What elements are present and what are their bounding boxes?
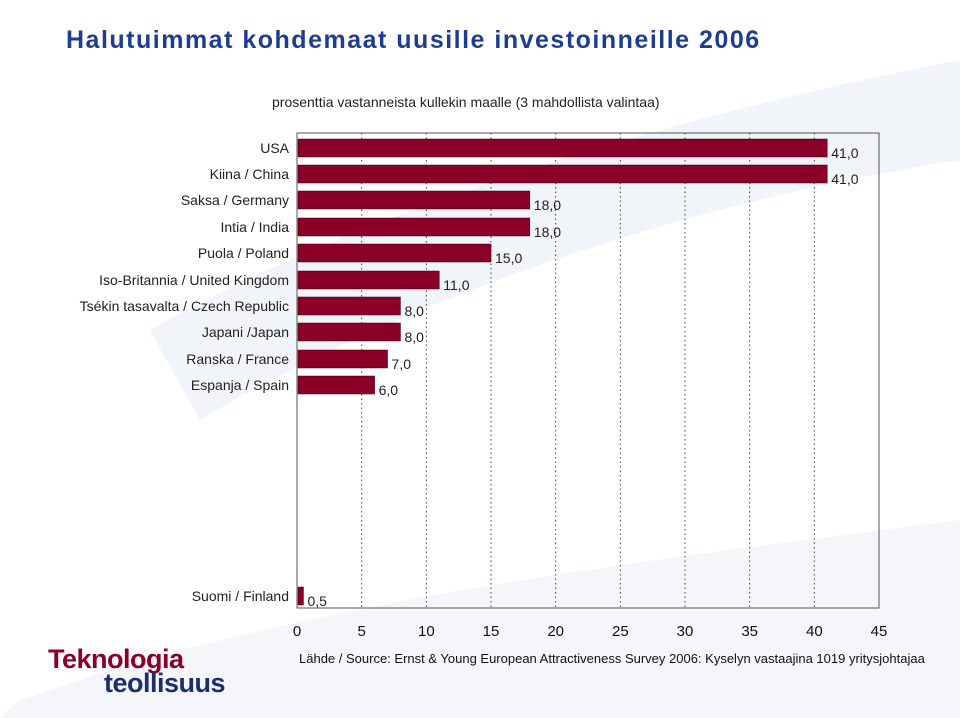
value-label: 8,0	[404, 329, 424, 345]
plot-frame	[296, 132, 880, 609]
value-label: 11,0	[443, 277, 469, 293]
category-label: Ranska / France	[186, 351, 289, 367]
category-label: Kiina / China	[210, 166, 290, 182]
category-label: Intia / India	[221, 219, 290, 235]
bar	[297, 375, 375, 395]
bar	[297, 190, 531, 210]
bar	[297, 138, 828, 158]
category-label: Saksa / Germany	[181, 192, 289, 208]
x-tick-label: 20	[547, 623, 564, 640]
bar	[297, 164, 828, 184]
teknologiateollisuus-logo: Teknologia teollisuus	[48, 644, 278, 698]
value-label: 7,0	[392, 356, 412, 372]
x-tick-label: 5	[357, 623, 365, 640]
category-label: Suomi / Finland	[192, 588, 289, 604]
x-tick-label: 0	[293, 623, 301, 640]
category-label: Japani /Japan	[202, 324, 289, 340]
x-tick-label: 15	[483, 623, 500, 640]
bar	[297, 349, 388, 369]
bar	[297, 296, 401, 316]
logo-text-line1: Teknologia	[48, 644, 184, 674]
value-label: 8,0	[404, 303, 424, 319]
x-tick-label: 40	[806, 623, 823, 640]
value-label: 41,0	[831, 171, 858, 187]
chart-title: Halutuimmat kohdemaat uusille investoinn…	[66, 26, 761, 54]
value-label: 18,0	[534, 224, 561, 240]
bar	[297, 270, 440, 290]
chart-subtitle: prosenttia vastanneista kullekin maalle …	[272, 94, 660, 110]
category-label: Puola / Poland	[198, 245, 289, 261]
bar	[297, 217, 531, 237]
value-label: 15,0	[495, 250, 522, 266]
value-label: 0,5	[307, 593, 327, 609]
category-label: Espanja / Spain	[191, 377, 289, 393]
logo-text-line2: teollisuus	[104, 668, 226, 698]
bar	[297, 586, 304, 606]
source-note: Lähde / Source: Ernst & Young European A…	[299, 651, 925, 666]
value-label: 6,0	[379, 382, 399, 398]
x-tick-label: 30	[677, 623, 694, 640]
x-tick-label: 10	[418, 623, 435, 640]
bar	[297, 322, 401, 342]
category-label: Iso-Britannia / United Kingdom	[99, 272, 289, 288]
value-label: 18,0	[534, 197, 561, 213]
x-tick-label: 35	[741, 623, 758, 640]
x-tick-label: 25	[612, 623, 629, 640]
x-tick-label: 45	[871, 623, 888, 640]
value-label: 41,0	[831, 145, 858, 161]
bar	[297, 243, 492, 263]
category-label: USA	[260, 140, 289, 156]
category-label: Tsékin tasavalta / Czech Republic	[80, 298, 289, 314]
